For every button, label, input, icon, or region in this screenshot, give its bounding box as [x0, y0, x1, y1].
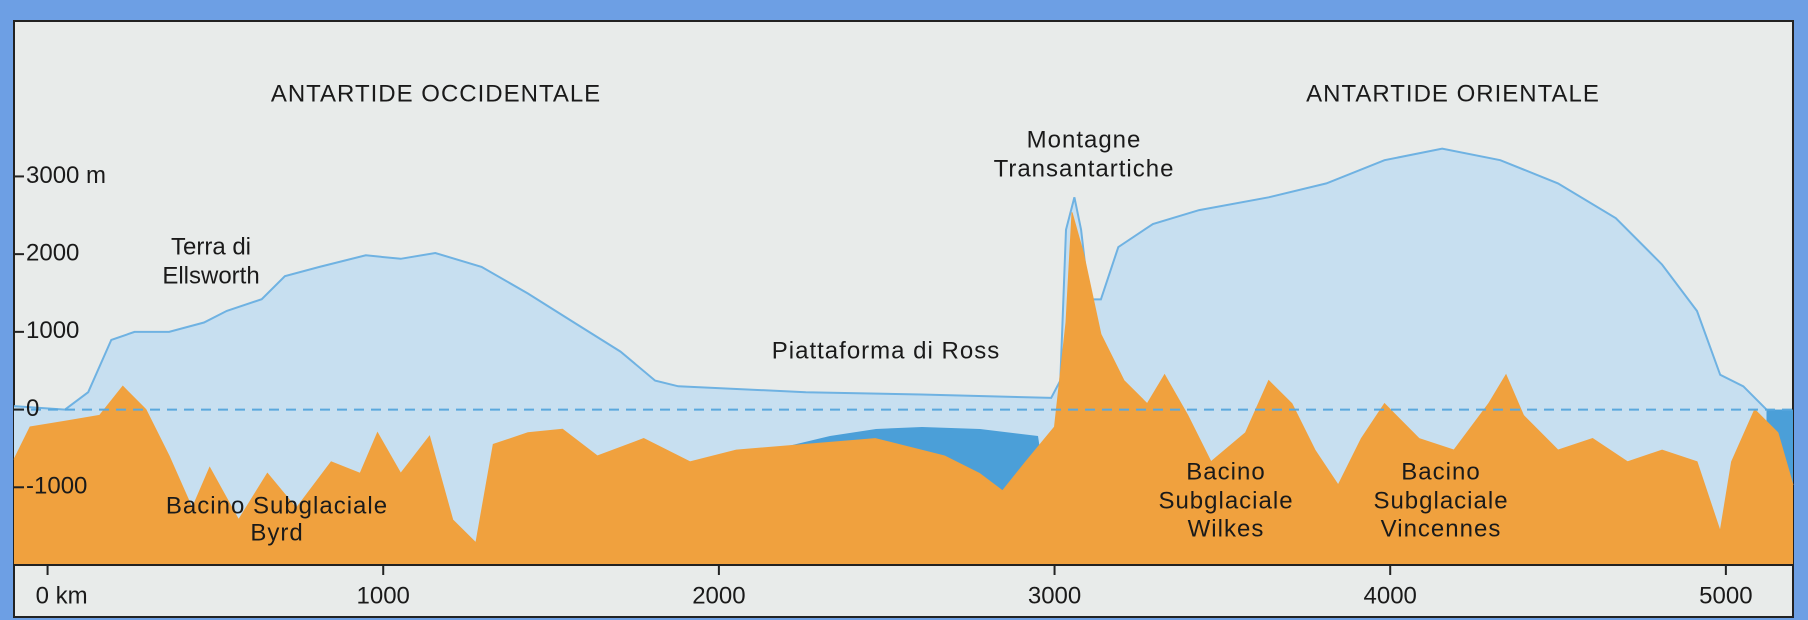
annotation: Vincennes — [1381, 515, 1502, 542]
annotation: Bacino — [1401, 458, 1480, 485]
y-tick-label: 0 — [26, 395, 39, 422]
annotation: Montagne — [1027, 126, 1142, 153]
y-tick-label: -1000 — [26, 473, 87, 500]
y-tick-label: 3000 m — [26, 162, 106, 189]
ice-area — [14, 148, 1767, 565]
x-tick-label: 1000 — [357, 582, 410, 609]
annotation: Subglaciale — [1373, 487, 1508, 514]
annotation: Bacino Subglaciale — [166, 492, 388, 519]
x-tick-label: 5000 — [1699, 582, 1752, 609]
annotation: ANTARTIDE ORIENTALE — [1306, 80, 1600, 107]
bedrock-area — [14, 212, 1793, 565]
y-tick-label: 2000 — [26, 239, 79, 266]
annotation: Ellsworth — [162, 262, 259, 289]
annotation: Piattaforma di Ross — [772, 337, 1000, 364]
annotation: Bacino — [1186, 458, 1265, 485]
x-tick-label: 3000 — [1028, 582, 1081, 609]
annotation: Subglaciale — [1158, 487, 1293, 514]
bedrock-surface — [13, 212, 1794, 544]
y-tick-label: 1000 — [26, 317, 79, 344]
ice-surface — [13, 147, 1768, 411]
annotation: Wilkes — [1188, 515, 1265, 542]
annotation: Terra di — [171, 233, 251, 260]
x-tick-label: 2000 — [692, 582, 745, 609]
annotation: Byrd — [250, 519, 303, 546]
x-tick-label: 0 km — [36, 582, 88, 609]
annotation: ANTARTIDE OCCIDENTALE — [271, 80, 601, 107]
annotation: Transantartiche — [994, 155, 1175, 182]
x-axis-strip — [13, 564, 1794, 618]
x-tick-label: 4000 — [1364, 582, 1417, 609]
plot-area — [13, 147, 1794, 565]
